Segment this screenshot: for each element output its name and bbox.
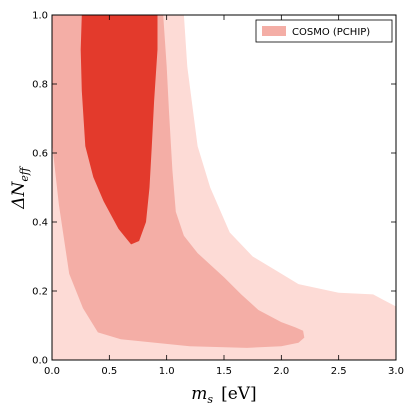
x-tick-label: 1.5 bbox=[216, 366, 232, 377]
contour-inner bbox=[80, 15, 158, 245]
y-tick-label: 0.2 bbox=[32, 287, 48, 298]
x-axis-title: ms [eV] bbox=[191, 384, 256, 406]
x-tick-label: 3.0 bbox=[388, 366, 404, 377]
x-axis-unit: [eV] bbox=[221, 384, 257, 404]
y-axis: 0.0 0.2 0.4 0.6 0.8 1.0 bbox=[32, 11, 396, 367]
x-axis: 0.0 0.5 1.0 1.5 2.0 2.5 3.0 bbox=[44, 15, 404, 377]
legend-label: COSMO (PCHIP) bbox=[292, 27, 370, 38]
x-axis-sub: s bbox=[207, 393, 213, 406]
x-tick-label: 2.0 bbox=[273, 366, 289, 377]
y-tick-label: 0.6 bbox=[32, 149, 48, 160]
y-tick-label: 1.0 bbox=[32, 11, 48, 22]
contour-layer bbox=[52, 15, 396, 360]
x-tick-label: 0.0 bbox=[44, 366, 60, 377]
y-tick-label: 0.8 bbox=[32, 80, 48, 91]
y-tick-label: 0.4 bbox=[32, 218, 48, 229]
x-tick-label: 2.5 bbox=[331, 366, 347, 377]
legend-swatch bbox=[262, 26, 286, 36]
y-axis-title: ΔNeff bbox=[9, 165, 31, 210]
legend: COSMO (PCHIP) bbox=[255, 19, 393, 43]
legend-box bbox=[255, 19, 393, 43]
x-tick-label: 1.0 bbox=[159, 366, 175, 377]
y-axis-sub: eff bbox=[18, 165, 31, 182]
x-axis-var: m bbox=[191, 384, 207, 404]
y-axis-prefix: ΔN bbox=[9, 180, 29, 209]
y-tick-label: 0.0 bbox=[32, 356, 48, 367]
x-tick-label: 0.5 bbox=[101, 366, 117, 377]
